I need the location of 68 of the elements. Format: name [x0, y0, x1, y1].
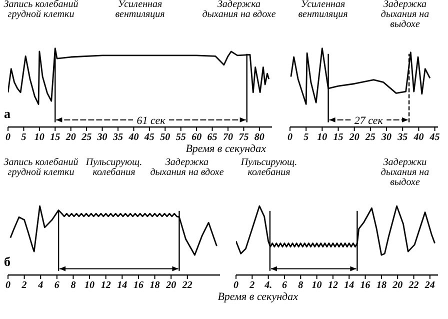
text: Пульсирующ. колебания: [240, 157, 298, 178]
x-tick-label: 16: [133, 280, 144, 292]
x-tick-label: 35: [112, 132, 123, 144]
x-tick-label: 0: [234, 280, 238, 292]
x-tick-label: 70: [223, 132, 233, 144]
x-tick-label: 10: [317, 132, 328, 144]
x-tick-label: 65: [207, 132, 218, 144]
x-tick-label: 8: [70, 280, 76, 292]
x-tick-label: 25: [364, 132, 376, 144]
text: Задержка дыхания на выдохе: [380, 0, 430, 30]
x-tick-label: 5: [304, 132, 309, 144]
x-tick-label: 40: [128, 132, 139, 144]
x-tick-label: 45: [143, 132, 154, 144]
x-tick-label: 10: [312, 280, 322, 292]
x-tick-label: 12: [100, 280, 111, 292]
x-tick-label: 45: [428, 132, 440, 144]
x-tick-label: 0: [6, 132, 10, 144]
x-tick-label: 0: [288, 132, 292, 144]
x-tick-label: 5: [21, 132, 26, 144]
x-tick-label: 2: [248, 280, 255, 292]
text: б: [4, 254, 10, 270]
x-axis-title: Время в секундах: [218, 291, 298, 303]
x-tick-label: 35: [396, 132, 408, 144]
x-tick-label: 16: [360, 280, 370, 292]
x-tick-label: 75: [238, 132, 249, 144]
ref-line-label: 27 сек: [354, 114, 384, 127]
x-tick-label: 18: [150, 280, 160, 292]
x-tick-label: 18: [376, 280, 386, 292]
text: Усиленная вентиляция: [297, 0, 349, 20]
text: Задержка дыхания на вдохе: [149, 157, 225, 178]
text: Пульсирующ. колебания: [84, 157, 144, 178]
x-tick-label: 4.: [264, 280, 272, 292]
x-tick-label: 14: [117, 280, 128, 292]
text: Задержка дыхания на вдохе: [201, 0, 277, 20]
x-tick-label: 80: [254, 132, 264, 144]
x-tick-label: 40: [412, 132, 424, 144]
text: а: [4, 106, 10, 122]
x-tick-label: 6: [54, 280, 60, 292]
x-tick-label: 12: [328, 280, 338, 292]
x-tick-label: 22: [181, 280, 192, 292]
x-tick-label: 10: [84, 280, 95, 292]
x-tick-label: 60: [192, 132, 202, 144]
x-tick-label: 0: [6, 280, 10, 292]
text: Задержки дыхания на выдохе: [380, 157, 430, 188]
x-tick-label: 10: [34, 132, 44, 144]
x-tick-label: 2: [20, 280, 27, 292]
x-tick-label: 20: [64, 132, 76, 144]
x-tick-label: 14: [344, 280, 354, 292]
text: Запись колебаний грудной клетки: [2, 0, 80, 20]
x-tick-label: 30: [380, 132, 392, 144]
x-tick-label: 50: [160, 132, 170, 144]
x-tick-label: 15: [50, 132, 60, 144]
x-tick-label: 8: [298, 280, 304, 292]
x-tick-label: 20: [392, 280, 403, 292]
x-tick-label: 6: [282, 280, 287, 292]
text: Запись колебаний грудной клетки: [2, 157, 80, 178]
x-tick-label: 55: [176, 132, 186, 144]
x-tick-label: 4: [37, 280, 44, 292]
x-tick-label: 25: [80, 132, 92, 144]
x-axis-title: Время в секундах: [186, 143, 266, 155]
x-tick-label: 24: [424, 280, 435, 292]
x-tick-label: 15: [333, 132, 344, 144]
ref-line-label: 61 сек: [136, 114, 166, 127]
text: Усиленная вентиляция: [114, 0, 166, 20]
x-tick-label: 20: [348, 132, 360, 144]
x-tick-label: 22: [408, 280, 419, 292]
x-tick-label: 30: [96, 132, 108, 144]
x-tick-label: 20: [165, 280, 176, 292]
